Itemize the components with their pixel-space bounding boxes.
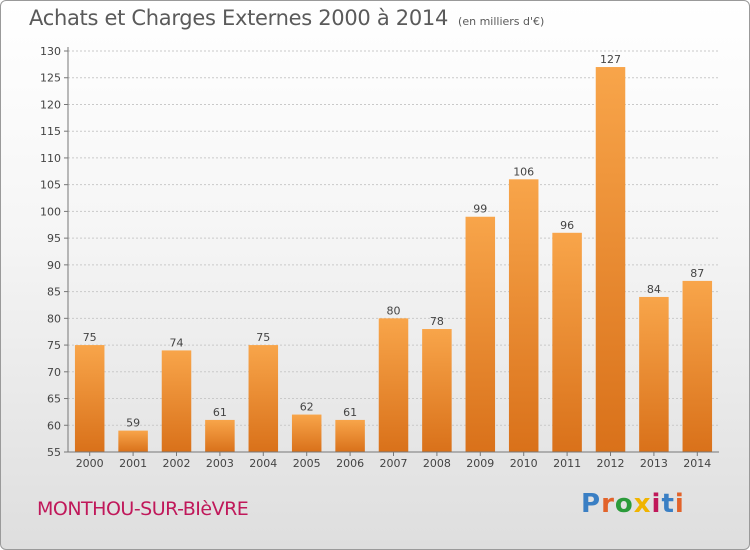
bar-2013 xyxy=(639,296,669,452)
bar-2003 xyxy=(205,419,235,452)
bar-value-label: 61 xyxy=(213,406,227,419)
city-name: MONTHOU-SUR-BIèVRE xyxy=(37,498,249,520)
proxiti-logo: Proxiti xyxy=(581,489,685,519)
bar-2007 xyxy=(378,318,409,452)
x-tick-label: 2011 xyxy=(553,457,581,470)
bar-value-label: 99 xyxy=(473,203,487,216)
x-tick-label: 2014 xyxy=(683,457,711,470)
y-tick-label: 85 xyxy=(47,286,61,299)
x-tick-label: 2006 xyxy=(336,457,364,470)
bar-2001 xyxy=(118,430,148,452)
logo-letter: t xyxy=(661,489,675,519)
bar-value-label: 61 xyxy=(343,406,357,419)
bar-value-label: 127 xyxy=(600,53,621,66)
x-tick-label: 2008 xyxy=(423,457,451,470)
bar-2008 xyxy=(422,329,452,452)
y-tick-label: 115 xyxy=(40,125,61,138)
y-tick-label: 105 xyxy=(40,179,61,192)
x-tick-label: 2013 xyxy=(640,457,668,470)
logo-letter: P xyxy=(581,489,602,519)
bar-value-label: 75 xyxy=(83,331,97,344)
y-tick-label: 70 xyxy=(47,366,61,379)
bar-value-label: 87 xyxy=(690,267,704,280)
y-tick-label: 80 xyxy=(47,312,61,325)
bar-value-label: 59 xyxy=(126,417,140,430)
logo-letter: i xyxy=(651,489,662,519)
y-tick-label: 120 xyxy=(40,98,61,111)
x-tick-label: 2004 xyxy=(249,457,277,470)
bar-2010 xyxy=(508,179,539,452)
x-tick-label: 2007 xyxy=(380,457,408,470)
bar-value-label: 80 xyxy=(387,304,401,317)
x-tick-label: 2001 xyxy=(119,457,147,470)
bar-2000 xyxy=(74,345,105,452)
logo-letter: o xyxy=(614,489,634,519)
y-tick-label: 65 xyxy=(47,393,61,406)
x-tick-label: 2010 xyxy=(510,457,538,470)
bar-value-label: 62 xyxy=(300,401,314,414)
x-tick-label: 2000 xyxy=(76,457,104,470)
bar-value-label: 96 xyxy=(560,219,574,232)
chart-title: Achats et Charges Externes 2000 à 2014 (e… xyxy=(29,6,544,30)
bar-2012 xyxy=(595,67,626,452)
bar-2006 xyxy=(335,419,365,452)
bar-2009 xyxy=(465,216,496,452)
chart-subtitle: (en milliers d'€) xyxy=(458,15,545,28)
bar-value-label: 74 xyxy=(170,336,184,349)
logo-letter: r xyxy=(601,489,615,519)
y-tick-label: 130 xyxy=(40,45,61,58)
bar-value-label: 84 xyxy=(647,283,661,296)
x-tick-label: 2012 xyxy=(597,457,625,470)
y-tick-label: 75 xyxy=(47,339,61,352)
x-tick-label: 2002 xyxy=(163,457,191,470)
y-tick-label: 60 xyxy=(47,419,61,432)
y-tick-label: 55 xyxy=(47,446,61,459)
chart-title-text: Achats et Charges Externes 2000 à 2014 xyxy=(29,6,449,30)
bar-value-label: 106 xyxy=(513,165,534,178)
y-tick-label: 90 xyxy=(47,259,61,272)
bar-value-label: 75 xyxy=(256,331,270,344)
x-tick-label: 2009 xyxy=(466,457,494,470)
bar-2011 xyxy=(552,232,582,452)
y-tick-label: 125 xyxy=(40,72,61,85)
y-tick-label: 110 xyxy=(40,152,61,165)
x-tick-label: 2003 xyxy=(206,457,234,470)
y-tick-label: 100 xyxy=(40,205,61,218)
bar-2005 xyxy=(291,414,322,452)
bar-value-label: 78 xyxy=(430,315,444,328)
x-tick-label: 2005 xyxy=(293,457,321,470)
logo-letter: i xyxy=(674,489,685,519)
y-tick-label: 95 xyxy=(47,232,61,245)
bar-2002 xyxy=(161,350,192,452)
bar-2004 xyxy=(248,345,279,452)
bar-2014 xyxy=(682,280,713,452)
logo-letter: x xyxy=(633,489,652,519)
